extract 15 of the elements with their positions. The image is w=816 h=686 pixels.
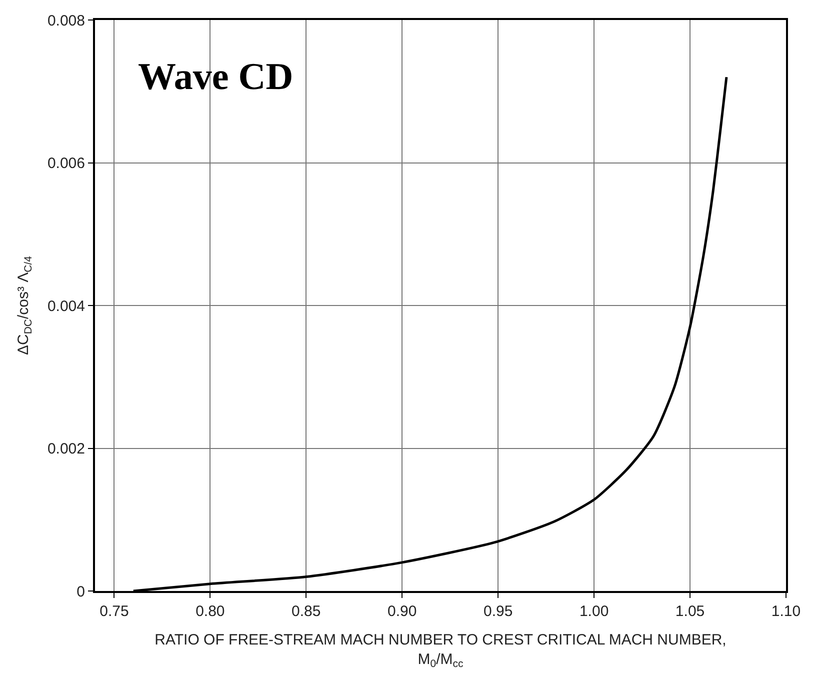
x-tick-label: 0.90	[388, 603, 417, 620]
y-tick-label: 0.002	[47, 440, 85, 458]
x-tick-label: 0.95	[483, 603, 513, 620]
y-tick-label: 0	[76, 583, 85, 600]
y-tick-label: 0.008	[47, 12, 85, 30]
annotation: Wave CD	[138, 56, 294, 98]
x-axis-title: RATIO OF FREE-STREAM MACH NUMBER TO CREST CRITICAL MACH NUMBER, M$_{0}$/M$_{cc}$	[154, 632, 726, 670]
x-tick-label: 0.75	[100, 603, 129, 620]
x-tick-label: 1.10	[771, 603, 801, 620]
x-tick-label: 1.00	[579, 603, 609, 620]
y-tick-label: 0.004	[47, 298, 85, 315]
x-tick-label: 0.85	[292, 603, 321, 620]
x-tick-label: 1.05	[675, 603, 705, 620]
y-tick-label: 0.006	[47, 155, 85, 172]
x-tick-label: 0.80	[196, 603, 225, 620]
